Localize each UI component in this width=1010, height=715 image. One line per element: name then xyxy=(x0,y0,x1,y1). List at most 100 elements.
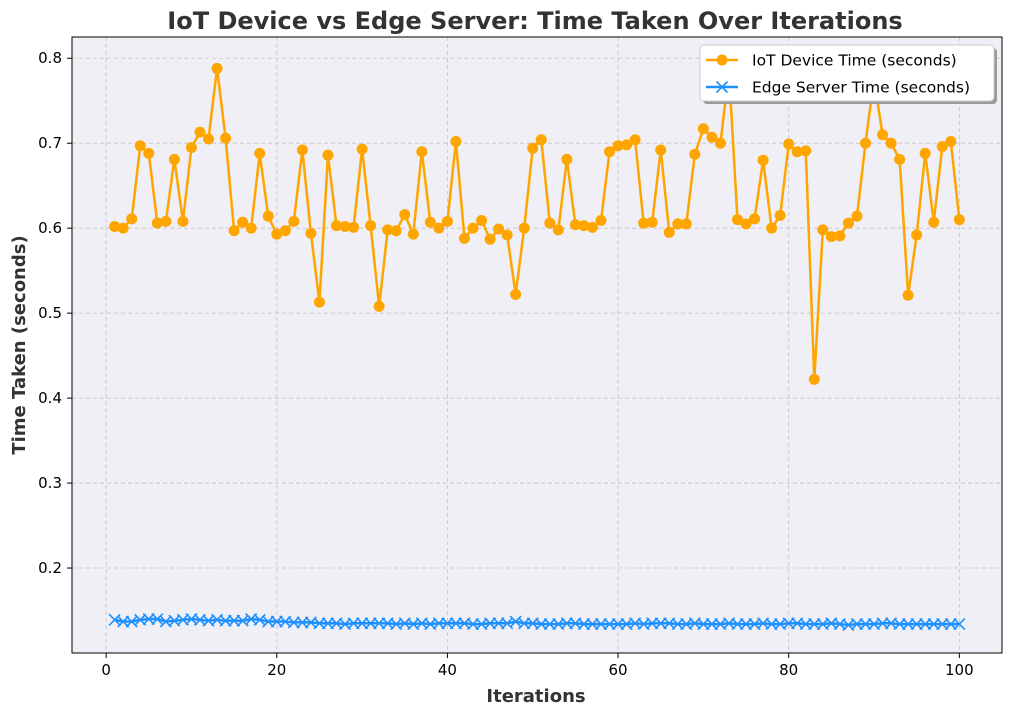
data-point xyxy=(603,618,616,631)
data-point xyxy=(407,228,419,240)
x-marker-stroke xyxy=(364,617,377,630)
x-marker-stroke xyxy=(944,618,957,631)
x-marker-stroke xyxy=(842,618,855,632)
data-point xyxy=(432,617,445,630)
x-marker-stroke xyxy=(518,617,531,630)
y-tick-label: 0.4 xyxy=(38,389,62,407)
data-point xyxy=(825,231,837,243)
x-marker-stroke xyxy=(347,617,360,630)
x-marker-stroke xyxy=(466,618,480,631)
data-point xyxy=(561,153,573,165)
data-point xyxy=(518,617,531,630)
x-marker-stroke xyxy=(125,615,138,628)
x-marker-stroke xyxy=(876,617,889,630)
data-point xyxy=(544,217,556,229)
y-tick-label: 0.6 xyxy=(38,219,62,237)
data-point xyxy=(510,288,522,300)
data-point xyxy=(611,618,625,631)
data-point xyxy=(262,210,274,222)
data-point xyxy=(535,134,547,146)
data-point xyxy=(476,215,488,227)
data-point xyxy=(416,146,428,158)
data-point xyxy=(356,617,369,630)
data-point xyxy=(782,617,795,630)
grid-lines xyxy=(72,37,1002,653)
data-point xyxy=(467,222,479,234)
data-point xyxy=(322,149,334,161)
x-marker-stroke xyxy=(808,618,821,631)
x-tick-label: 0 xyxy=(101,661,111,679)
x-marker-stroke xyxy=(705,618,718,631)
data-point xyxy=(655,144,667,156)
data-point xyxy=(612,140,624,152)
x-marker-stroke xyxy=(765,618,778,631)
data-point xyxy=(739,618,753,631)
x-marker-stroke xyxy=(637,618,650,631)
data-point xyxy=(654,617,667,630)
data-point xyxy=(373,300,385,312)
data-point xyxy=(859,137,871,149)
axis-ticks: 0 20 40 60 80 100 0.2 0.3 0.4 0.5 0.6 0.7 0.8 xyxy=(38,49,974,679)
data-point xyxy=(595,215,607,227)
x-marker-stroke xyxy=(441,617,454,630)
data-point xyxy=(646,617,659,630)
x-marker-stroke xyxy=(475,618,488,631)
data-point xyxy=(458,232,470,244)
data-point xyxy=(697,123,709,135)
data-point xyxy=(731,618,744,631)
x-marker-stroke xyxy=(424,618,437,631)
data-point xyxy=(577,618,590,631)
data-point xyxy=(629,134,641,146)
data-point xyxy=(936,618,949,631)
x-marker-stroke xyxy=(560,617,573,630)
data-point xyxy=(313,296,325,308)
data-point xyxy=(850,618,864,631)
data-point xyxy=(578,220,590,232)
data-point xyxy=(228,225,240,237)
x-marker-stroke xyxy=(782,617,795,630)
x-tick-label: 20 xyxy=(267,661,286,679)
data-point xyxy=(501,229,513,241)
x-marker-stroke xyxy=(449,617,463,630)
data-point xyxy=(671,618,684,631)
x-marker-stroke xyxy=(799,618,812,631)
data-point xyxy=(117,222,129,234)
x-marker-stroke xyxy=(859,618,872,631)
data-point xyxy=(757,154,769,166)
x-marker-stroke xyxy=(287,616,300,629)
y-tick-label: 0.3 xyxy=(38,474,62,492)
data-point xyxy=(288,215,300,227)
data-point xyxy=(697,618,710,631)
data-point xyxy=(859,618,872,631)
data-point xyxy=(382,224,394,236)
data-point xyxy=(492,617,505,630)
data-point xyxy=(254,147,266,159)
data-point xyxy=(834,230,846,242)
data-point xyxy=(953,618,966,631)
legend-item: IoT Device Time (seconds) xyxy=(706,52,957,70)
legend: IoT Device Time (seconds) Edge Server Tim… xyxy=(699,44,997,104)
data-point xyxy=(484,617,497,630)
x-marker-stroke xyxy=(142,612,155,626)
data-point xyxy=(604,146,616,158)
data-point xyxy=(842,217,854,229)
data-point xyxy=(646,216,658,228)
x-marker-stroke xyxy=(296,616,309,629)
data-point xyxy=(142,612,155,626)
x-marker-stroke xyxy=(373,617,386,630)
data-point xyxy=(893,618,906,631)
data-point xyxy=(441,215,453,227)
x-marker-stroke xyxy=(228,614,241,627)
data-point xyxy=(919,618,932,631)
data-point xyxy=(441,617,454,630)
data-point xyxy=(262,615,275,628)
x-marker-stroke xyxy=(739,618,753,631)
data-point xyxy=(160,215,172,227)
plot-frame xyxy=(71,36,1003,654)
y-axis-label: Time Taken (seconds) xyxy=(9,235,30,454)
data-point xyxy=(902,618,915,631)
data-point xyxy=(885,137,897,149)
x-marker-stroke xyxy=(697,618,710,631)
x-marker-stroke xyxy=(816,618,829,631)
data-point xyxy=(126,213,138,225)
